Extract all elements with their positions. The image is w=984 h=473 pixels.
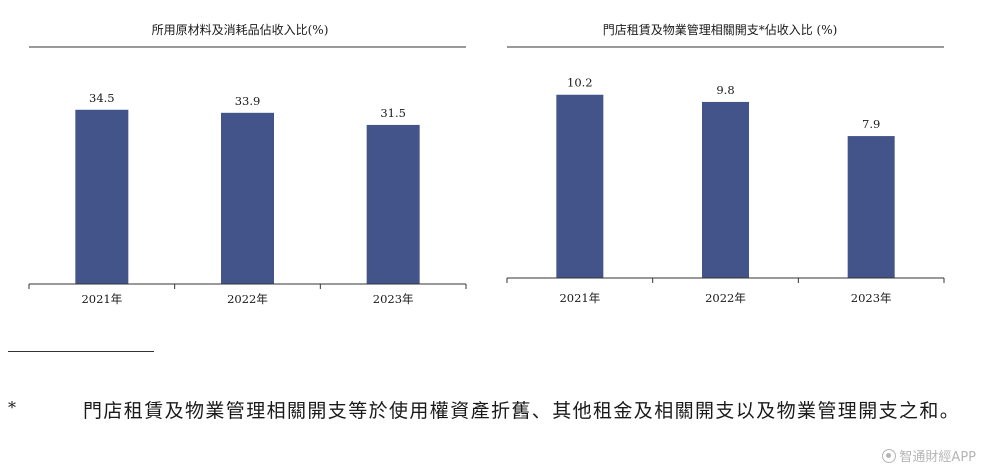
x-tick-label: 2023年	[851, 291, 892, 305]
x-tick-label: 2021年	[559, 291, 600, 305]
watermark: 智通財經APP	[882, 446, 976, 465]
bar-value-label: 31.5	[380, 106, 406, 120]
footnote-text: 門店租賃及物業管理相關開支等於使用權資產折舊、其他租金及相關開支以及物業管理開支…	[83, 400, 961, 422]
chart-raw-materials: 所用原材料及消耗品佔收入比(%) 34.5 2021年 33.9 2022年 31.5 2…	[0, 0, 480, 320]
x-tick-label: 2021年	[81, 292, 122, 306]
x-tick-label: 2022年	[705, 291, 746, 305]
bar-2021年	[75, 109, 129, 285]
bar-value-label: 10.2	[567, 76, 593, 90]
footnote-marker: *	[8, 398, 16, 417]
bar-2021年	[556, 94, 604, 279]
footnote-divider	[8, 351, 154, 352]
chart-title: 門店租賃及物業管理相關開支*佔收入比 (%)	[603, 22, 838, 37]
chart-marks: 10.2 2021年 9.8 2022年 7.9 2023年	[556, 76, 895, 305]
chart-marks: 34.5 2021年 33.9 2022年 31.5 2023年	[75, 91, 420, 306]
x-tick-label: 2023年	[373, 292, 414, 306]
bar-2023年	[847, 136, 895, 278]
bar-2022年	[221, 112, 274, 285]
bar-2023年	[366, 124, 420, 284]
x-tick-label: 2022年	[227, 292, 268, 306]
footnote: * 門店租賃及物業管理相關開支等於使用權資產折舊、其他租金及相關開支以及物業管理…	[0, 394, 984, 464]
chart-rental-property: 門店租賃及物業管理相關開支*佔收入比 (%) 10.2 2021年 9.8 2022年…	[480, 0, 984, 320]
brand-logo-icon	[882, 448, 897, 463]
chart-raw-materials-svg: 所用原材料及消耗品佔收入比(%) 34.5 2021年 33.9 2022年 31.5 2…	[28, 23, 467, 306]
chart-rental-property-svg: 門店租賃及物業管理相關開支*佔收入比 (%) 10.2 2021年 9.8 2022年…	[506, 22, 945, 305]
watermark-text: 智通財經APP	[899, 450, 976, 465]
bar-2022年	[702, 101, 749, 278]
bar-value-label: 34.5	[89, 91, 115, 105]
bar-value-label: 9.8	[716, 83, 734, 97]
bar-value-label: 7.9	[862, 117, 880, 131]
bar-value-label: 33.9	[235, 94, 261, 108]
chart-title: 所用原材料及消耗品佔收入比(%)	[152, 23, 329, 37]
